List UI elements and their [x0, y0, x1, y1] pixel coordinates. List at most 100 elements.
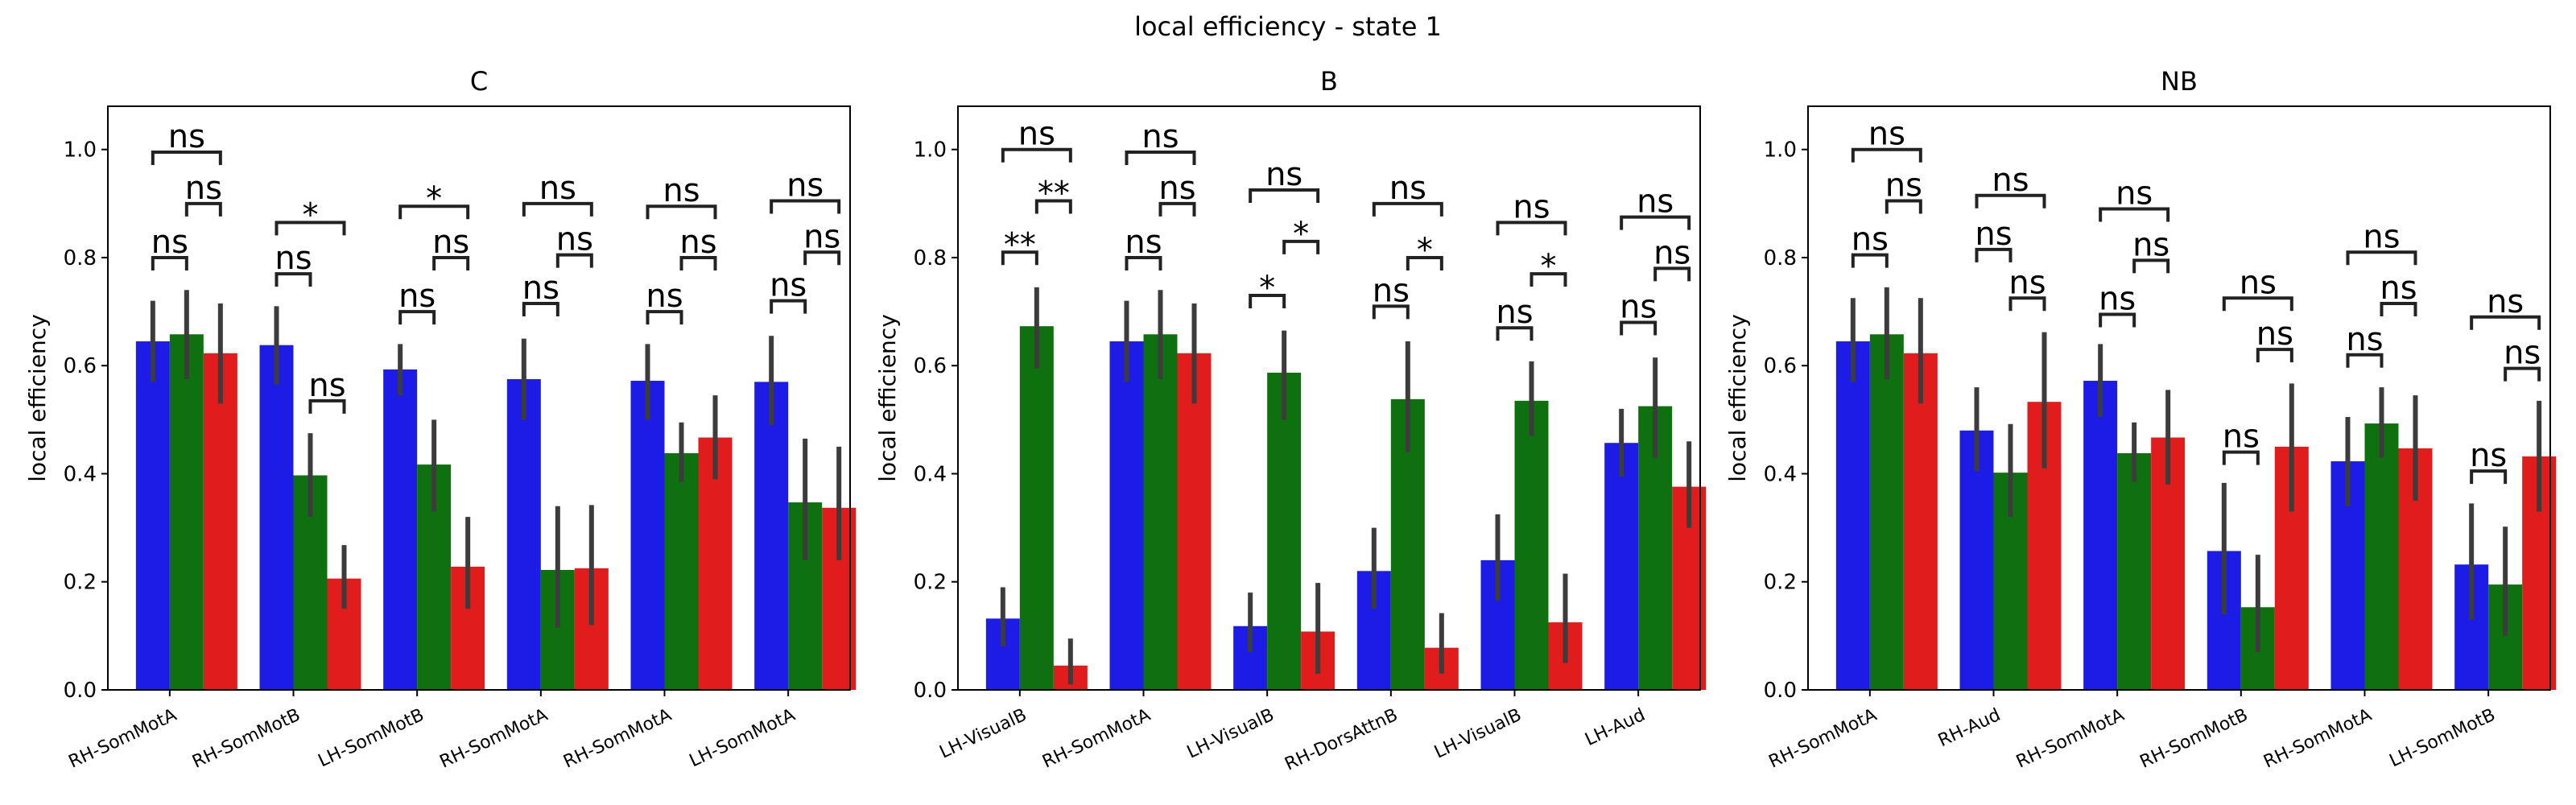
significance-bracket: [1158, 201, 1196, 217]
x-tick-label: RH-Aud: [1935, 705, 2004, 751]
significance-bracket: [151, 255, 188, 270]
significance-bracket: [1620, 215, 1691, 230]
significance-label: *: [426, 180, 442, 217]
significance-label: ns: [522, 270, 559, 307]
significance-label: ns: [2008, 264, 2046, 301]
significance-label: ns: [770, 267, 807, 304]
y-axis-label: local efficiency: [1724, 314, 1751, 482]
bar: [1514, 400, 1549, 690]
bar: [169, 334, 204, 690]
significance-bracket: [522, 201, 593, 217]
bar: [1903, 353, 1938, 690]
y-tick-label: 1.0: [64, 138, 97, 163]
y-tick-label: 0.4: [64, 462, 97, 486]
significance-bracket: [1372, 201, 1443, 217]
bar: [383, 369, 418, 690]
bar: [506, 379, 541, 690]
panel-title: NB: [2161, 66, 2198, 97]
significance-label: ns: [2132, 226, 2169, 263]
y-tick-label: 0.6: [914, 354, 947, 378]
y-tick-label: 0.6: [64, 354, 97, 378]
significance-bracket: [2222, 450, 2260, 465]
significance-bracket: [1249, 293, 1286, 308]
significance-label: ns: [2504, 335, 2541, 372]
y-tick-label: 0.0: [64, 679, 97, 703]
x-tick-label: LH-SomMotA: [687, 705, 799, 772]
significance-bracket: [770, 299, 807, 314]
bar: [1143, 334, 1178, 690]
significance-bracket: [1496, 326, 1534, 341]
y-tick-label: 0.6: [1764, 354, 1797, 378]
significance-bracket: [2099, 312, 2136, 328]
x-tick-label: LH-VisualB: [936, 705, 1030, 763]
significance-label: ns: [1496, 294, 1533, 331]
bar: [698, 437, 733, 690]
significance-bracket: [275, 221, 346, 236]
significance-label: ns: [1852, 221, 1889, 258]
significance-label: *: [1417, 232, 1433, 269]
panel-title: B: [1320, 66, 1338, 97]
figure-title: local efficiency - state 1: [1134, 11, 1442, 42]
x-tick-label: RH-SomMotA: [560, 705, 675, 773]
bar: [1959, 430, 1994, 690]
significance-label: *: [1293, 216, 1309, 253]
significance-bracket: [1125, 151, 1196, 166]
y-tick-label: 0.2: [1764, 571, 1797, 595]
significance-bracket: [2346, 353, 2384, 368]
significance-bracket: [1034, 199, 1072, 214]
significance-label: ns: [1992, 162, 2029, 199]
bar: [1869, 334, 1904, 690]
significance-bracket: [1851, 253, 1889, 268]
plot-frame: [957, 105, 1701, 691]
significance-label: ns: [2223, 419, 2260, 456]
bar: [754, 382, 789, 690]
x-tick-label: RH-SomMotA: [1039, 705, 1154, 773]
significance-bracket: [184, 201, 222, 217]
significance-label: ns: [2116, 175, 2153, 213]
bar: [1177, 353, 1212, 690]
significance-bracket: [679, 255, 717, 270]
y-tick-label: 0.8: [64, 246, 97, 270]
bar: [1109, 341, 1144, 690]
significance-bracket: [2099, 207, 2170, 222]
significance-label: ns: [1513, 188, 1550, 225]
significance-bracket: [2470, 469, 2508, 485]
significance-bracket: [1885, 199, 1922, 214]
significance-bracket: [522, 302, 559, 317]
significance-label: ns: [2470, 437, 2507, 474]
significance-label: ns: [679, 224, 716, 261]
significance-bracket: [2470, 315, 2541, 330]
significance-bracket: [2132, 258, 2170, 274]
y-tick-label: 0.4: [1764, 462, 1797, 486]
bar: [2364, 423, 2399, 690]
significance-bracket: [151, 151, 222, 166]
significance-label: ns: [398, 278, 436, 315]
x-tick-label: RH-SomMotA: [1766, 705, 1880, 773]
significance-bracket: [1372, 304, 1410, 320]
significance-label: ns: [1018, 116, 1055, 153]
y-tick-label: 1.0: [914, 138, 947, 163]
bar: [664, 452, 699, 690]
significance-label: ns: [432, 224, 469, 261]
x-tick-label: LH-SomMotB: [316, 705, 427, 772]
bar: [203, 353, 237, 690]
significance-label: ns: [1125, 224, 1162, 261]
significance-bracket: [398, 310, 436, 325]
bar: [135, 341, 170, 690]
significance-bracket: [1282, 239, 1320, 254]
plot-frame: [1807, 105, 2551, 691]
significance-bracket: [1851, 147, 1922, 163]
significance-label: ns: [1653, 234, 1690, 271]
bar: [1019, 326, 1054, 690]
x-tick-label: RH-SomMotA: [66, 705, 180, 773]
y-tick-label: 0.2: [914, 571, 947, 595]
significance-bracket: [646, 204, 717, 220]
significance-label: ns: [1373, 272, 1410, 309]
y-tick-label: 0.2: [64, 571, 97, 595]
significance-label: ns: [786, 167, 824, 204]
x-tick-label: RH-SomMotA: [2013, 705, 2128, 773]
x-tick-label: RH-SomMotB: [2137, 705, 2252, 773]
significance-bracket: [770, 199, 841, 214]
bar: [630, 381, 665, 690]
